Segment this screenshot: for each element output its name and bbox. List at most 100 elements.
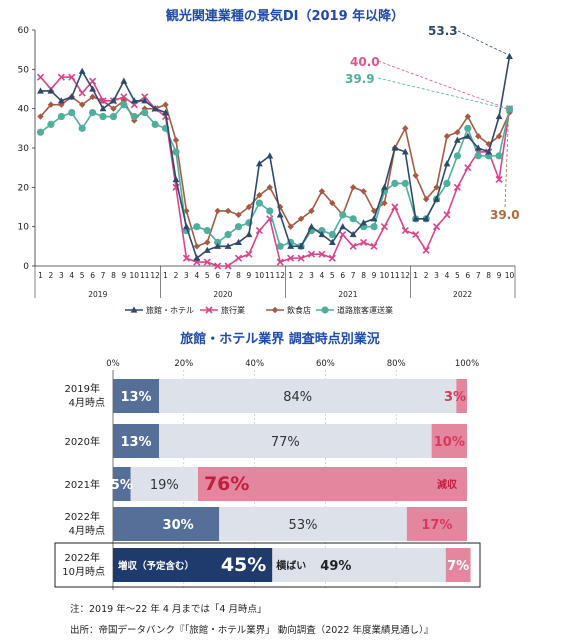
data-point (328, 238, 336, 245)
month-label: 7 (226, 271, 231, 280)
data-point (370, 242, 378, 250)
data-point (235, 211, 242, 219)
data-point (214, 207, 221, 215)
data-point (36, 73, 45, 81)
data-point (141, 97, 149, 104)
segment-decrease (406, 507, 467, 541)
year-label: 2022 (453, 290, 472, 299)
month-label: 9 (121, 271, 126, 280)
data-point (47, 101, 55, 108)
data-point (255, 160, 263, 167)
data-point (172, 148, 180, 156)
data-point (266, 152, 274, 159)
data-point (203, 246, 211, 253)
month-label: 4 (69, 271, 74, 280)
data-point (401, 148, 409, 155)
segment-increase (113, 424, 160, 458)
data-point (464, 113, 472, 120)
data-point (475, 133, 482, 140)
data-point (328, 254, 336, 262)
data-point (57, 112, 65, 121)
data-point (141, 109, 149, 117)
data-point (318, 230, 326, 238)
data-point (422, 215, 430, 222)
data-point (297, 254, 305, 262)
data-point (89, 77, 97, 85)
month-label: 2 (424, 271, 429, 280)
row-label: 2021年 (65, 478, 100, 491)
percent-tick: 60% (316, 359, 335, 369)
data-point (505, 105, 514, 113)
data-point (193, 254, 201, 261)
legend-marker (271, 306, 279, 314)
month-label: 2 (299, 271, 304, 280)
data-point (432, 223, 441, 231)
line-chart-series (36, 52, 514, 270)
data-point (474, 152, 482, 160)
data-point (381, 183, 388, 190)
segment-increase (113, 507, 220, 541)
data-point (47, 87, 55, 94)
data-point (78, 67, 86, 74)
data-point (245, 250, 253, 258)
data-point (57, 97, 65, 104)
data-point (391, 203, 399, 211)
month-label: 10 (255, 271, 265, 280)
month-label: 11 (140, 271, 150, 280)
callout-ryokan: 53.3 (428, 24, 458, 38)
data-point (99, 105, 107, 112)
data-point (120, 77, 128, 84)
year-label: 2020 (213, 290, 232, 299)
data-point (464, 164, 472, 172)
data-point (37, 87, 44, 94)
data-point (182, 254, 190, 262)
segment-decrease (197, 467, 467, 501)
line-chart-legend: 旅館・ホテル 旅行業 飲食店 道路旅客運送業 (125, 305, 393, 315)
increase-value: 13% (120, 435, 151, 450)
month-label: 11 (390, 271, 400, 280)
legend-marker (205, 306, 213, 314)
data-point (277, 203, 284, 211)
data-point (204, 239, 211, 246)
data-point (172, 175, 180, 183)
month-label: 8 (236, 271, 241, 280)
data-point (276, 211, 284, 218)
data-point (162, 109, 169, 116)
callout-restaurant: 39.0 (490, 208, 520, 222)
segment-flat (159, 379, 457, 413)
y-tick-label: 30 (18, 144, 30, 154)
data-point (381, 199, 388, 207)
percent-tick: 40% (245, 359, 264, 369)
data-point (68, 73, 76, 81)
data-point (339, 230, 347, 239)
year-label: 2021 (338, 290, 357, 299)
row-label-sub: 4月時点 (69, 397, 105, 409)
data-point (256, 192, 263, 199)
data-point (308, 207, 315, 215)
callout-bus: 39.9 (345, 72, 375, 86)
data-point (433, 184, 440, 191)
data-point (370, 223, 378, 231)
decrease-value: 3% (444, 390, 466, 405)
data-point (130, 112, 138, 121)
data-point (224, 262, 232, 270)
callout-leader (504, 115, 509, 208)
month-label: 12 (275, 271, 285, 280)
decrease-value: 76% (204, 473, 249, 495)
month-label: 3 (184, 271, 189, 280)
y-tick-label: 40 (18, 105, 30, 115)
series-road-passenger (36, 101, 514, 250)
data-point (37, 113, 44, 120)
data-point (214, 262, 222, 270)
row-label-sub: 4月時点 (69, 525, 105, 537)
data-point (57, 73, 65, 81)
data-point (78, 124, 86, 132)
data-point (412, 215, 420, 222)
data-point (422, 246, 430, 254)
data-point (193, 223, 201, 231)
percent-tick: 100% (455, 359, 479, 369)
data-point (99, 97, 107, 105)
